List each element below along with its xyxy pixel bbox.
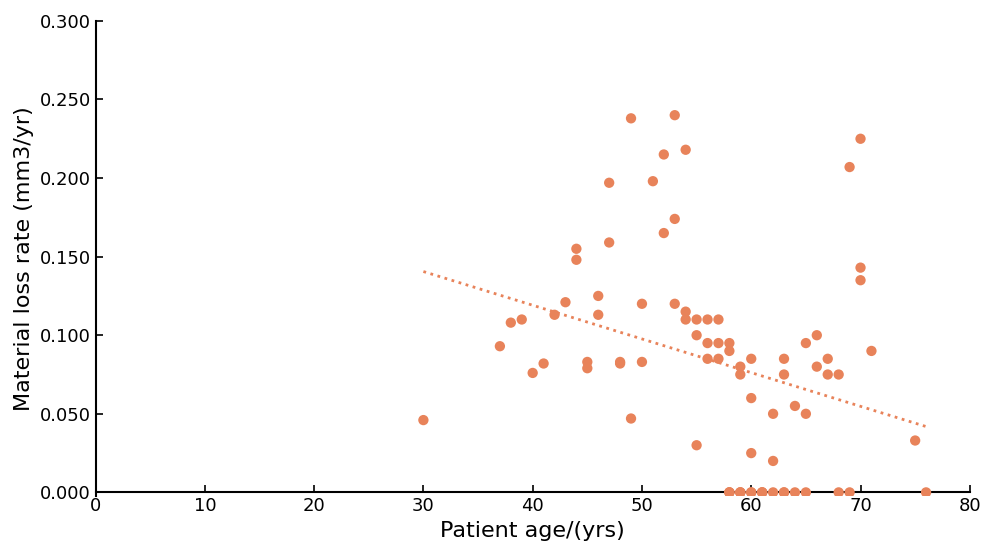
Point [808,331,824,340]
Point [655,229,671,238]
Point [579,357,594,366]
Point [546,310,562,319]
Point [666,299,682,308]
Point [633,357,649,366]
Point [579,364,594,372]
Point [710,354,726,363]
Point [764,410,780,418]
Point [611,357,627,366]
Point [699,315,715,324]
Point [688,331,704,340]
Point [753,488,769,497]
Point [677,145,693,154]
Point [764,457,780,466]
Point [797,410,813,418]
Point [852,263,868,272]
Point [852,276,868,285]
Point [600,178,616,187]
Point [491,342,507,351]
Point [808,362,824,371]
Point [819,354,835,363]
Point [863,346,879,355]
Point [732,362,747,371]
Point [775,488,791,497]
Point [502,318,518,327]
Point [830,488,846,497]
Point [710,339,726,347]
Point [732,488,747,497]
Point [797,488,813,497]
Point [688,315,704,324]
Point [589,310,605,319]
Point [710,315,726,324]
Point [786,401,802,410]
Point [622,114,638,123]
Point [775,354,791,363]
Point [830,370,846,379]
Point [655,150,671,159]
Point [600,238,616,247]
Point [568,244,583,253]
Point [852,134,868,143]
Point [721,488,737,497]
Point [753,488,769,497]
Point [699,354,715,363]
Point [568,255,583,264]
Point [721,488,737,497]
Point [732,488,747,497]
Point [775,370,791,379]
Point [743,393,758,402]
Point [524,369,540,377]
Point [557,298,573,307]
Point [677,315,693,324]
Point [753,488,769,497]
Point [819,370,835,379]
Point [666,214,682,223]
Point [721,346,737,355]
Point [633,299,649,308]
Point [688,441,704,450]
Point [841,488,857,497]
Point [917,488,933,497]
Point [775,488,791,497]
Point [732,488,747,497]
Point [732,370,747,379]
Point [611,359,627,368]
Point [622,414,638,423]
Point [743,488,758,497]
Point [589,291,605,300]
Point [513,315,529,324]
Point [743,354,758,363]
Point [907,436,922,445]
Point [535,359,551,368]
Point [644,176,660,185]
Y-axis label: Material loss rate (mm3/yr): Material loss rate (mm3/yr) [14,106,34,411]
Point [743,448,758,457]
Point [797,339,813,347]
Point [743,488,758,497]
Point [721,488,737,497]
Point [666,111,682,120]
Point [415,416,431,425]
Point [841,163,857,171]
X-axis label: Patient age/(yrs): Patient age/(yrs) [440,521,624,541]
Point [677,307,693,316]
Point [721,339,737,347]
Point [786,488,802,497]
Point [699,339,715,347]
Point [764,488,780,497]
